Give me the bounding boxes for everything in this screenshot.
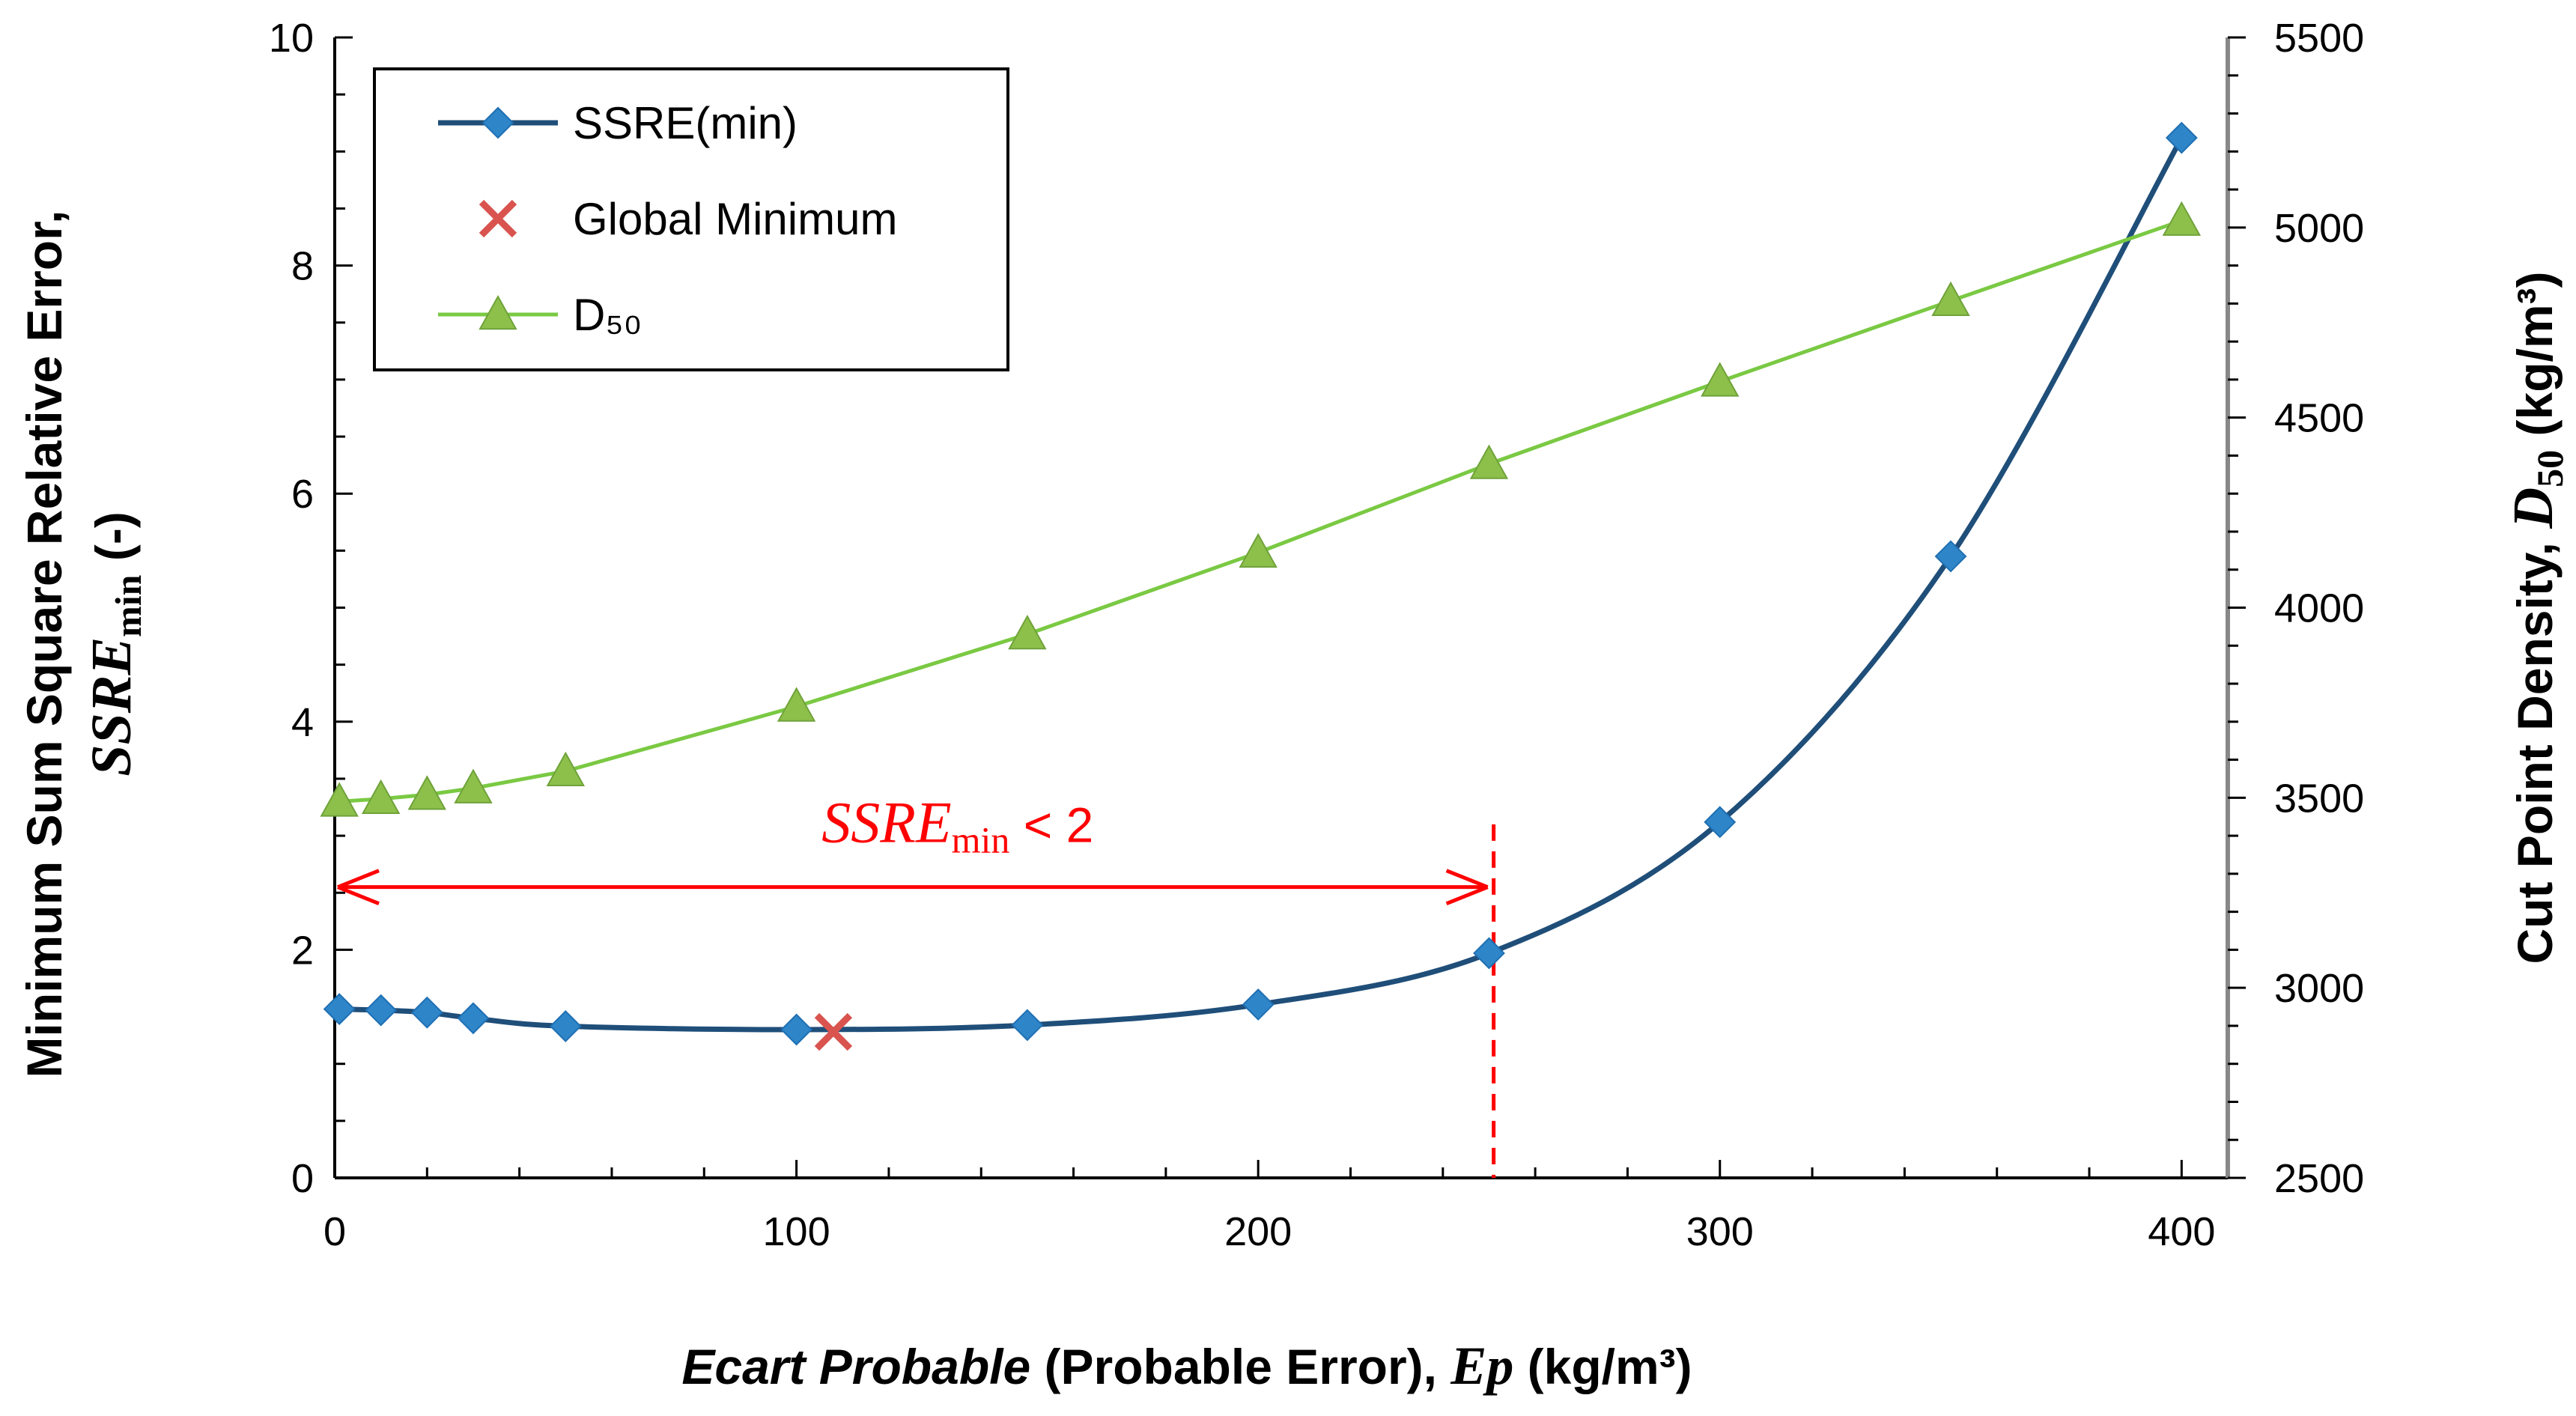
y-left-tick-label: 8 bbox=[291, 244, 314, 289]
legend-box bbox=[373, 67, 1009, 371]
d50-point bbox=[546, 751, 585, 786]
d50-point bbox=[454, 768, 493, 803]
global-minimum-point bbox=[814, 1012, 853, 1051]
x-tick-label: 100 bbox=[763, 1209, 830, 1254]
ssre-point bbox=[1473, 937, 1505, 970]
legend-label: SSRE(min) bbox=[573, 98, 798, 148]
y-right-tick-label: 3000 bbox=[2274, 966, 2364, 1011]
y-right-tick-label: 5000 bbox=[2274, 206, 2364, 251]
y-right-tick-label: 2500 bbox=[2274, 1156, 2364, 1201]
annotation-label: SSREmin < 2 bbox=[821, 790, 1093, 861]
ssre-point bbox=[2165, 121, 2198, 154]
y-right-axis: 2500 3000 3500 4000 4500 5000 5500 bbox=[2228, 16, 2364, 1201]
legend-label: Global Minimum bbox=[573, 194, 897, 244]
annotation-var: SSRE bbox=[821, 790, 951, 855]
d50-point bbox=[407, 775, 447, 810]
y-left-tick-label: 0 bbox=[291, 1156, 314, 1201]
ssre-point bbox=[323, 993, 356, 1026]
d50-point bbox=[1239, 532, 1278, 568]
d50-point bbox=[1701, 362, 1740, 397]
svg-text:SSREmin (-): SSREmin (-) bbox=[80, 511, 149, 777]
legend-label: D₅₀ bbox=[573, 290, 642, 340]
arrow-head-right bbox=[1445, 869, 1489, 905]
svg-text:Cut Point Density, D50 (kg/m³): Cut Point Density, D50 (kg/m³) bbox=[2502, 271, 2571, 964]
y-left-tick-label: 2 bbox=[291, 928, 314, 973]
d50-point bbox=[1469, 444, 1509, 479]
y-left-axis-title: Minimum Sum Square Relative Error, SSREm… bbox=[16, 210, 149, 1078]
series-global-minimum bbox=[814, 1012, 853, 1051]
x-tick-label: 200 bbox=[1224, 1209, 1292, 1254]
legend-marker-d50 bbox=[479, 294, 517, 330]
y-left-tick-label: 4 bbox=[291, 700, 314, 745]
d50-point bbox=[2162, 201, 2202, 236]
d50-point bbox=[361, 779, 401, 815]
legend-marker-global-minimum bbox=[479, 199, 517, 238]
annotation-sub: min bbox=[952, 819, 1010, 861]
annotation: SSREmin < 2 bbox=[337, 790, 1496, 1178]
series-ssre bbox=[323, 121, 2198, 1046]
x-axis-title: Ecart Probable (Probable Error), Ep (kg/… bbox=[681, 1336, 1692, 1396]
y-right-tick-label: 4000 bbox=[2274, 586, 2364, 631]
svg-text:Minimum Sum Square Relative Er: Minimum Sum Square Relative Error, bbox=[16, 210, 72, 1078]
arrow-head-left bbox=[337, 869, 380, 905]
ssre-point bbox=[780, 1013, 813, 1046]
legend-marker-ssre bbox=[482, 106, 514, 139]
d50-point bbox=[1008, 614, 1047, 650]
x-tick-label: 300 bbox=[1686, 1209, 1754, 1254]
ssre-point bbox=[549, 1010, 582, 1042]
x-tick-label: 0 bbox=[323, 1209, 346, 1254]
ssre-point bbox=[1934, 540, 1967, 573]
y-right-tick-label: 3500 bbox=[2274, 776, 2364, 821]
series-layer bbox=[320, 121, 2202, 1051]
y-right-axis-title: Cut Point Density, D50 (kg/m³) bbox=[2502, 271, 2571, 964]
y-left-tick-label: 10 bbox=[269, 16, 314, 61]
ssre-point bbox=[457, 1002, 490, 1035]
y-right-tick-label: 4500 bbox=[2274, 396, 2364, 441]
x-tick-label: 400 bbox=[2148, 1209, 2215, 1254]
ssre-point bbox=[365, 994, 398, 1027]
ssre-point bbox=[410, 996, 443, 1029]
y-left-tick-label: 6 bbox=[291, 472, 314, 517]
x-axis: 0 100 200 300 400 bbox=[323, 1160, 2215, 1254]
ssre-point bbox=[1704, 806, 1737, 839]
annotation-rest: < 2 bbox=[1009, 797, 1093, 853]
d50-point bbox=[1931, 281, 1970, 317]
legend: SSRE(min) Global Minimum D₅₀ bbox=[373, 67, 1009, 371]
y-right-tick-label: 5500 bbox=[2274, 16, 2364, 61]
series-d50 bbox=[320, 201, 2202, 817]
y-left-axis: 0 2 4 6 8 10 bbox=[269, 16, 353, 1201]
d50-point bbox=[777, 687, 816, 722]
ssre-point bbox=[1011, 1009, 1044, 1042]
d50-point bbox=[320, 782, 359, 817]
ssre-point bbox=[1242, 988, 1275, 1021]
